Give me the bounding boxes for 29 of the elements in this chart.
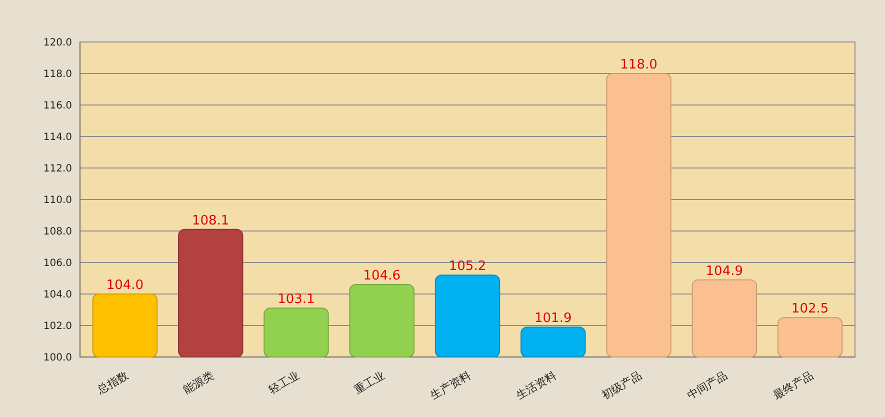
y-tick-label: 102.0	[43, 321, 72, 332]
y-tick-label: 110.0	[43, 195, 72, 206]
x-tick-label: 生产资料	[428, 369, 473, 402]
data-label: 103.1	[278, 292, 315, 308]
y-tick-label: 100.0	[43, 352, 72, 364]
data-label: 102.5	[791, 302, 829, 317]
data-label: 104.9	[706, 264, 744, 279]
y-tick-label: 108.0	[43, 226, 72, 238]
y-tick-label: 120.0	[43, 38, 72, 48]
x-tick-label: 中间产品	[685, 369, 730, 402]
x-tick-label: 重工业	[352, 369, 388, 397]
y-tick-label: 106.0	[43, 258, 72, 269]
data-label: 105.2	[448, 259, 486, 274]
y-tick-label: 118.0	[43, 69, 72, 80]
y-tick-label: 112.0	[43, 164, 72, 174]
data-label: 104.0	[106, 278, 144, 293]
data-label: 108.1	[192, 213, 230, 228]
x-tick-label: 生活资料	[514, 369, 558, 402]
x-tick-label: 总指数	[94, 369, 130, 398]
y-tick-label: 116.0	[43, 100, 72, 112]
x-tick-label: 最终产品	[770, 369, 816, 402]
data-label: 104.6	[363, 268, 400, 284]
x-tick-label: 轻工业	[266, 369, 302, 397]
y-tick-label: 114.0	[43, 132, 72, 143]
x-tick-label: 初级产品	[600, 369, 644, 402]
y-tick-label: 104.0	[43, 290, 72, 300]
data-label: 118.0	[620, 58, 658, 72]
data-label: 101.9	[534, 311, 572, 326]
x-tick-label: 能源类	[180, 369, 216, 397]
